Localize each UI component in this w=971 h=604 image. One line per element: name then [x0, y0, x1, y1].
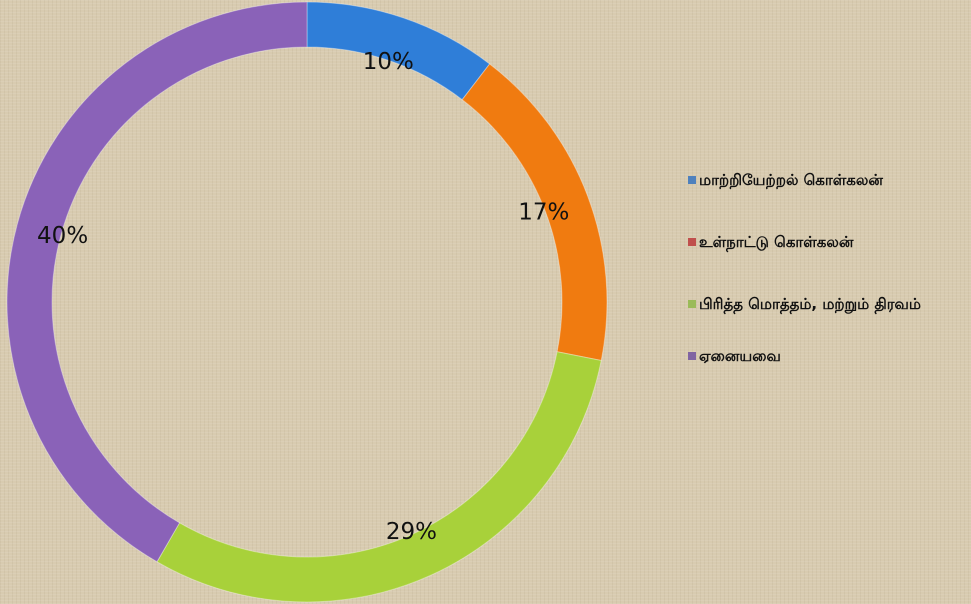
legend-item: உள்நாட்டு கொள்கலன் — [688, 234, 958, 250]
legend-item: ஏனையவை — [688, 348, 958, 364]
legend-label: பிரித்த மொத்தம், மற்றும் திரவம் — [699, 295, 921, 313]
data-label: 10% — [363, 49, 414, 75]
donut-slice — [461, 63, 608, 362]
legend-label: உள்நாட்டு கொள்கலன் — [699, 233, 854, 251]
legend-item: பிரித்த மொத்தம், மற்றும் திரவம் — [688, 296, 958, 312]
legend-swatch — [688, 300, 696, 308]
legend: மாற்றியேற்றல் கொள்கலன் உள்நாட்டு கொள்கலன்… — [688, 172, 958, 364]
legend-item: மாற்றியேற்றல் கொள்கலன் — [688, 172, 958, 188]
legend-label: மாற்றியேற்றல் கொள்கலன் — [699, 171, 883, 189]
donut-slice — [156, 351, 602, 603]
legend-label: ஏனையவை — [699, 347, 781, 365]
donut-slice — [306, 1, 491, 101]
data-label: 29% — [386, 519, 437, 545]
legend-swatch — [688, 352, 696, 360]
donut-slice — [6, 1, 308, 563]
legend-swatch — [688, 238, 696, 246]
data-label: 17% — [518, 199, 569, 225]
legend-swatch — [688, 176, 696, 184]
data-label: 40% — [37, 223, 88, 249]
